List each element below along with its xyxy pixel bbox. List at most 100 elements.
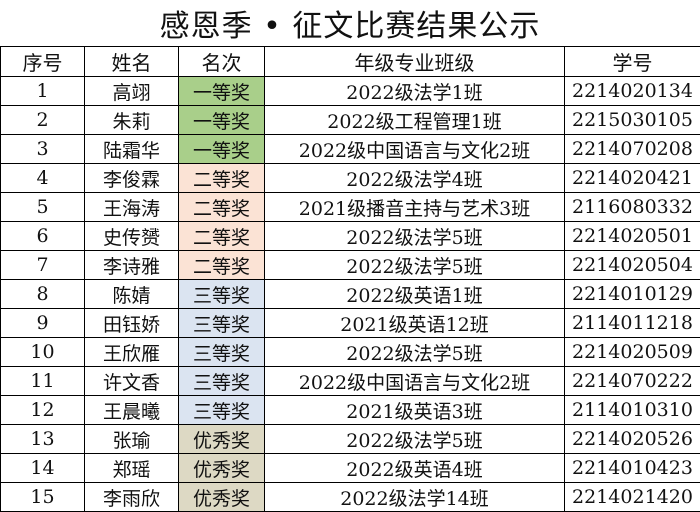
student-id-cell: 2215030105 (565, 106, 700, 135)
award-cell: 三等奖 (179, 280, 265, 309)
serial-cell: 6 (1, 222, 85, 251)
name-cell: 陈婧 (85, 280, 179, 309)
name-cell: 李雨欣 (85, 483, 179, 512)
header-serial: 序号 (1, 47, 85, 77)
name-cell: 张瑜 (85, 425, 179, 454)
award-cell: 三等奖 (179, 309, 265, 338)
serial-cell: 3 (1, 135, 85, 164)
name-cell: 李诗雅 (85, 251, 179, 280)
student-id-cell: 2214020421 (565, 164, 700, 193)
award-cell: 三等奖 (179, 396, 265, 425)
table-header-row: 序号 姓名 名次 年级专业班级 学号 (1, 47, 700, 77)
award-cell: 一等奖 (179, 77, 265, 106)
name-cell: 王欣雁 (85, 338, 179, 367)
award-cell: 三等奖 (179, 367, 265, 396)
header-award: 名次 (179, 47, 265, 77)
student-id-cell: 2214010423 (565, 454, 700, 483)
award-cell: 二等奖 (179, 251, 265, 280)
serial-cell: 4 (1, 164, 85, 193)
header-class: 年级专业班级 (265, 47, 565, 77)
name-cell: 王海涛 (85, 193, 179, 222)
award-cell: 优秀奖 (179, 483, 265, 512)
student-id-cell: 2214020526 (565, 425, 700, 454)
award-cell: 二等奖 (179, 193, 265, 222)
class-cell: 2022级法学5班 (265, 251, 565, 280)
serial-cell: 11 (1, 367, 85, 396)
student-id-cell: 2114010310 (565, 396, 700, 425)
student-id-cell: 2214021420 (565, 483, 700, 512)
class-cell: 2021级播音主持与艺术3班 (265, 193, 565, 222)
name-cell: 王晨曦 (85, 396, 179, 425)
serial-cell: 9 (1, 309, 85, 338)
student-id-cell: 2214020509 (565, 338, 700, 367)
header-name: 姓名 (85, 47, 179, 77)
serial-cell: 2 (1, 106, 85, 135)
header-student-id: 学号 (565, 47, 700, 77)
serial-cell: 10 (1, 338, 85, 367)
serial-cell: 1 (1, 77, 85, 106)
name-cell: 高翊 (85, 77, 179, 106)
name-cell: 史传赟 (85, 222, 179, 251)
student-id-cell: 2214070222 (565, 367, 700, 396)
award-cell: 一等奖 (179, 135, 265, 164)
class-cell: 2022级法学5班 (265, 425, 565, 454)
name-cell: 陆霜华 (85, 135, 179, 164)
award-cell: 二等奖 (179, 222, 265, 251)
page-title: 感恩季 • 征文比赛结果公示 (0, 0, 700, 47)
class-cell: 2022级英语4班 (265, 454, 565, 483)
class-cell: 2021级英语3班 (265, 396, 565, 425)
name-cell: 田钰娇 (85, 309, 179, 338)
serial-cell: 7 (1, 251, 85, 280)
student-id-cell: 2214010129 (565, 280, 700, 309)
name-cell: 李俊霖 (85, 164, 179, 193)
name-cell: 朱莉 (85, 106, 179, 135)
award-cell: 优秀奖 (179, 454, 265, 483)
class-cell: 2021级英语12班 (265, 309, 565, 338)
student-id-cell: 2214020501 (565, 222, 700, 251)
class-cell: 2022级中国语言与文化2班 (265, 135, 565, 164)
class-cell: 2022级法学5班 (265, 338, 565, 367)
class-cell: 2022级法学4班 (265, 164, 565, 193)
class-cell: 2022级工程管理1班 (265, 106, 565, 135)
serial-cell: 12 (1, 396, 85, 425)
name-cell: 许文香 (85, 367, 179, 396)
serial-cell: 14 (1, 454, 85, 483)
award-cell: 三等奖 (179, 338, 265, 367)
student-id-cell: 2214020504 (565, 251, 700, 280)
serial-cell: 5 (1, 193, 85, 222)
serial-cell: 15 (1, 483, 85, 512)
student-id-cell: 2116080332 (565, 193, 700, 222)
class-cell: 2022级中国语言与文化2班 (265, 367, 565, 396)
award-cell: 一等奖 (179, 106, 265, 135)
student-id-cell: 2214070208 (565, 135, 700, 164)
serial-cell: 13 (1, 425, 85, 454)
student-id-cell: 2114011218 (565, 309, 700, 338)
student-id-cell: 2214020134 (565, 77, 700, 106)
name-cell: 郑瑶 (85, 454, 179, 483)
award-cell: 优秀奖 (179, 425, 265, 454)
serial-cell: 8 (1, 280, 85, 309)
class-cell: 2022级法学1班 (265, 77, 565, 106)
award-cell: 二等奖 (179, 164, 265, 193)
class-cell: 2022级法学5班 (265, 222, 565, 251)
class-cell: 2022级英语1班 (265, 280, 565, 309)
class-cell: 2022级法学14班 (265, 483, 565, 512)
